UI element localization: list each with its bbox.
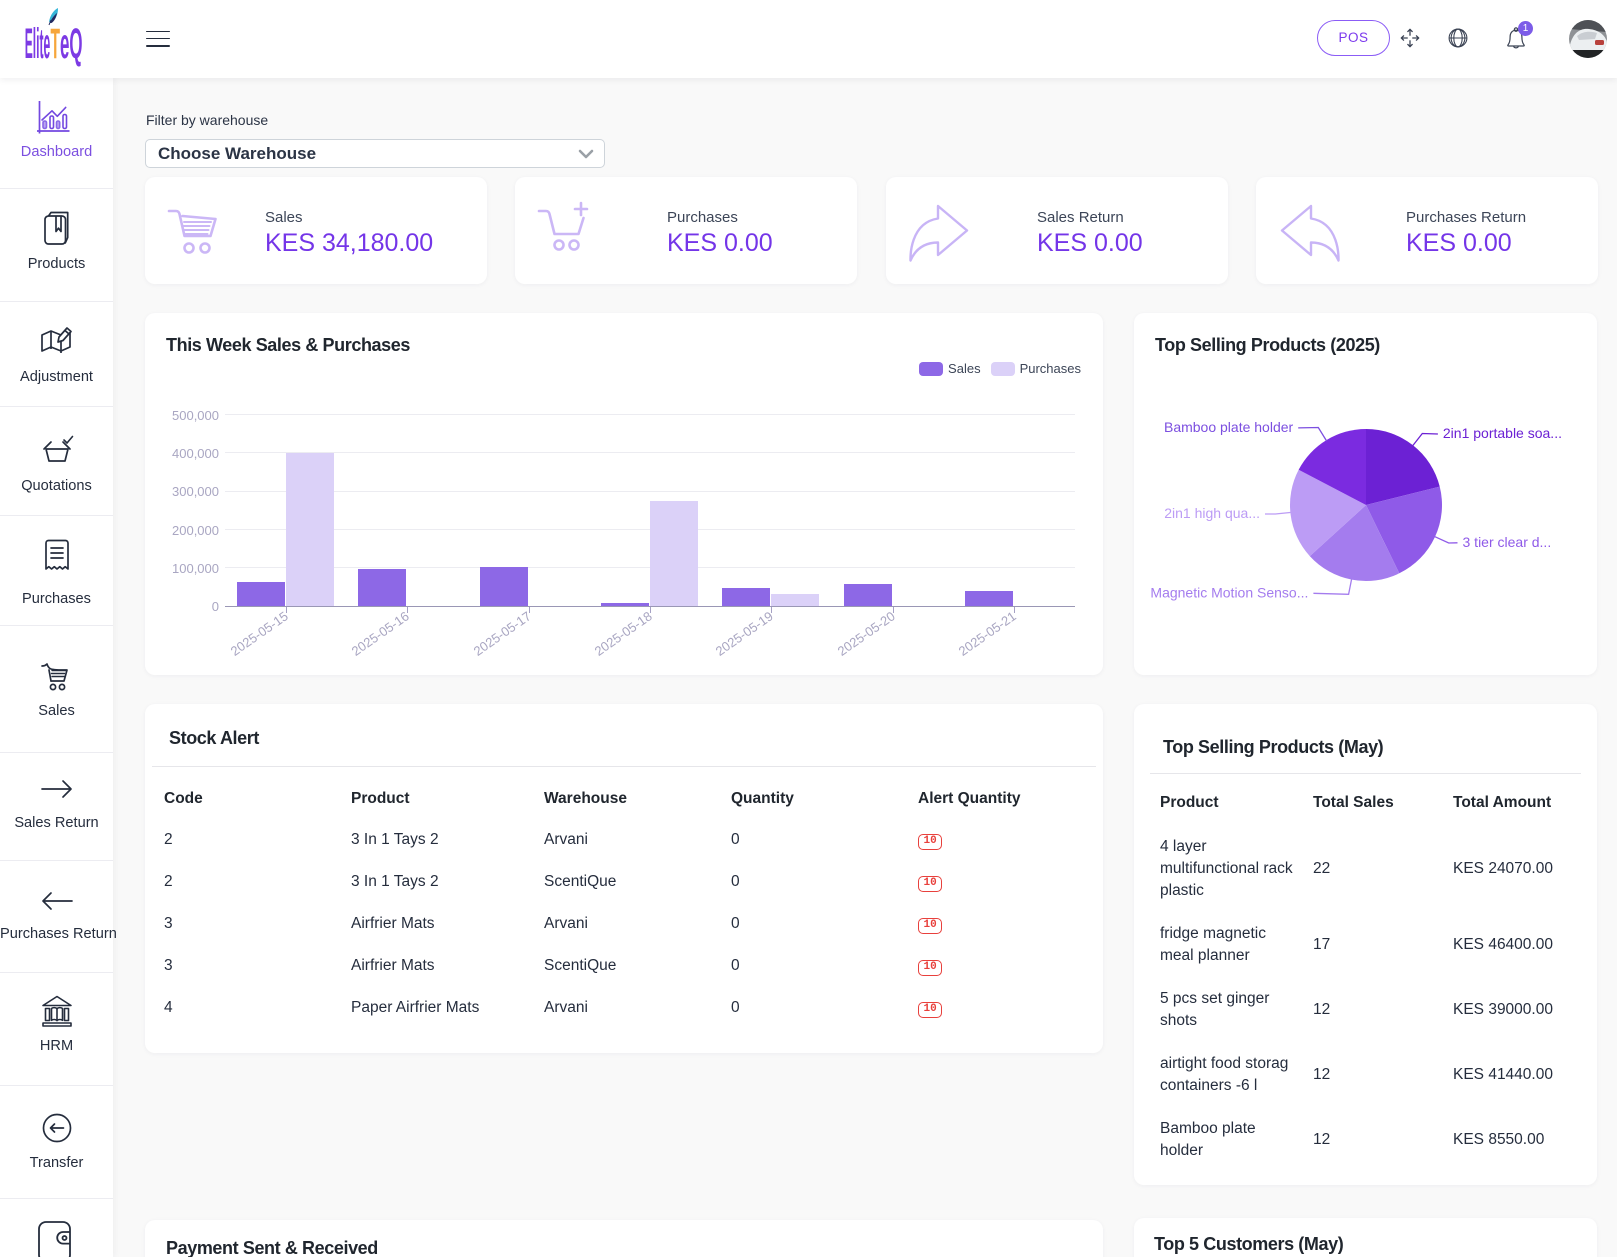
svg-text:3 tier clear d...: 3 tier clear d... (1463, 534, 1552, 550)
svg-text:Elite: Elite (25, 20, 51, 68)
svg-text:2in1 portable soa...: 2in1 portable soa... (1443, 425, 1562, 441)
svg-text:Bamboo plate holder: Bamboo plate holder (1164, 419, 1294, 435)
svg-text:eQ: eQ (60, 20, 83, 68)
svg-text:Magnetic Motion Senso...: Magnetic Motion Senso... (1150, 584, 1308, 600)
svg-text:2in1 high qua...: 2in1 high qua... (1164, 505, 1260, 521)
svg-text:T: T (51, 20, 61, 68)
